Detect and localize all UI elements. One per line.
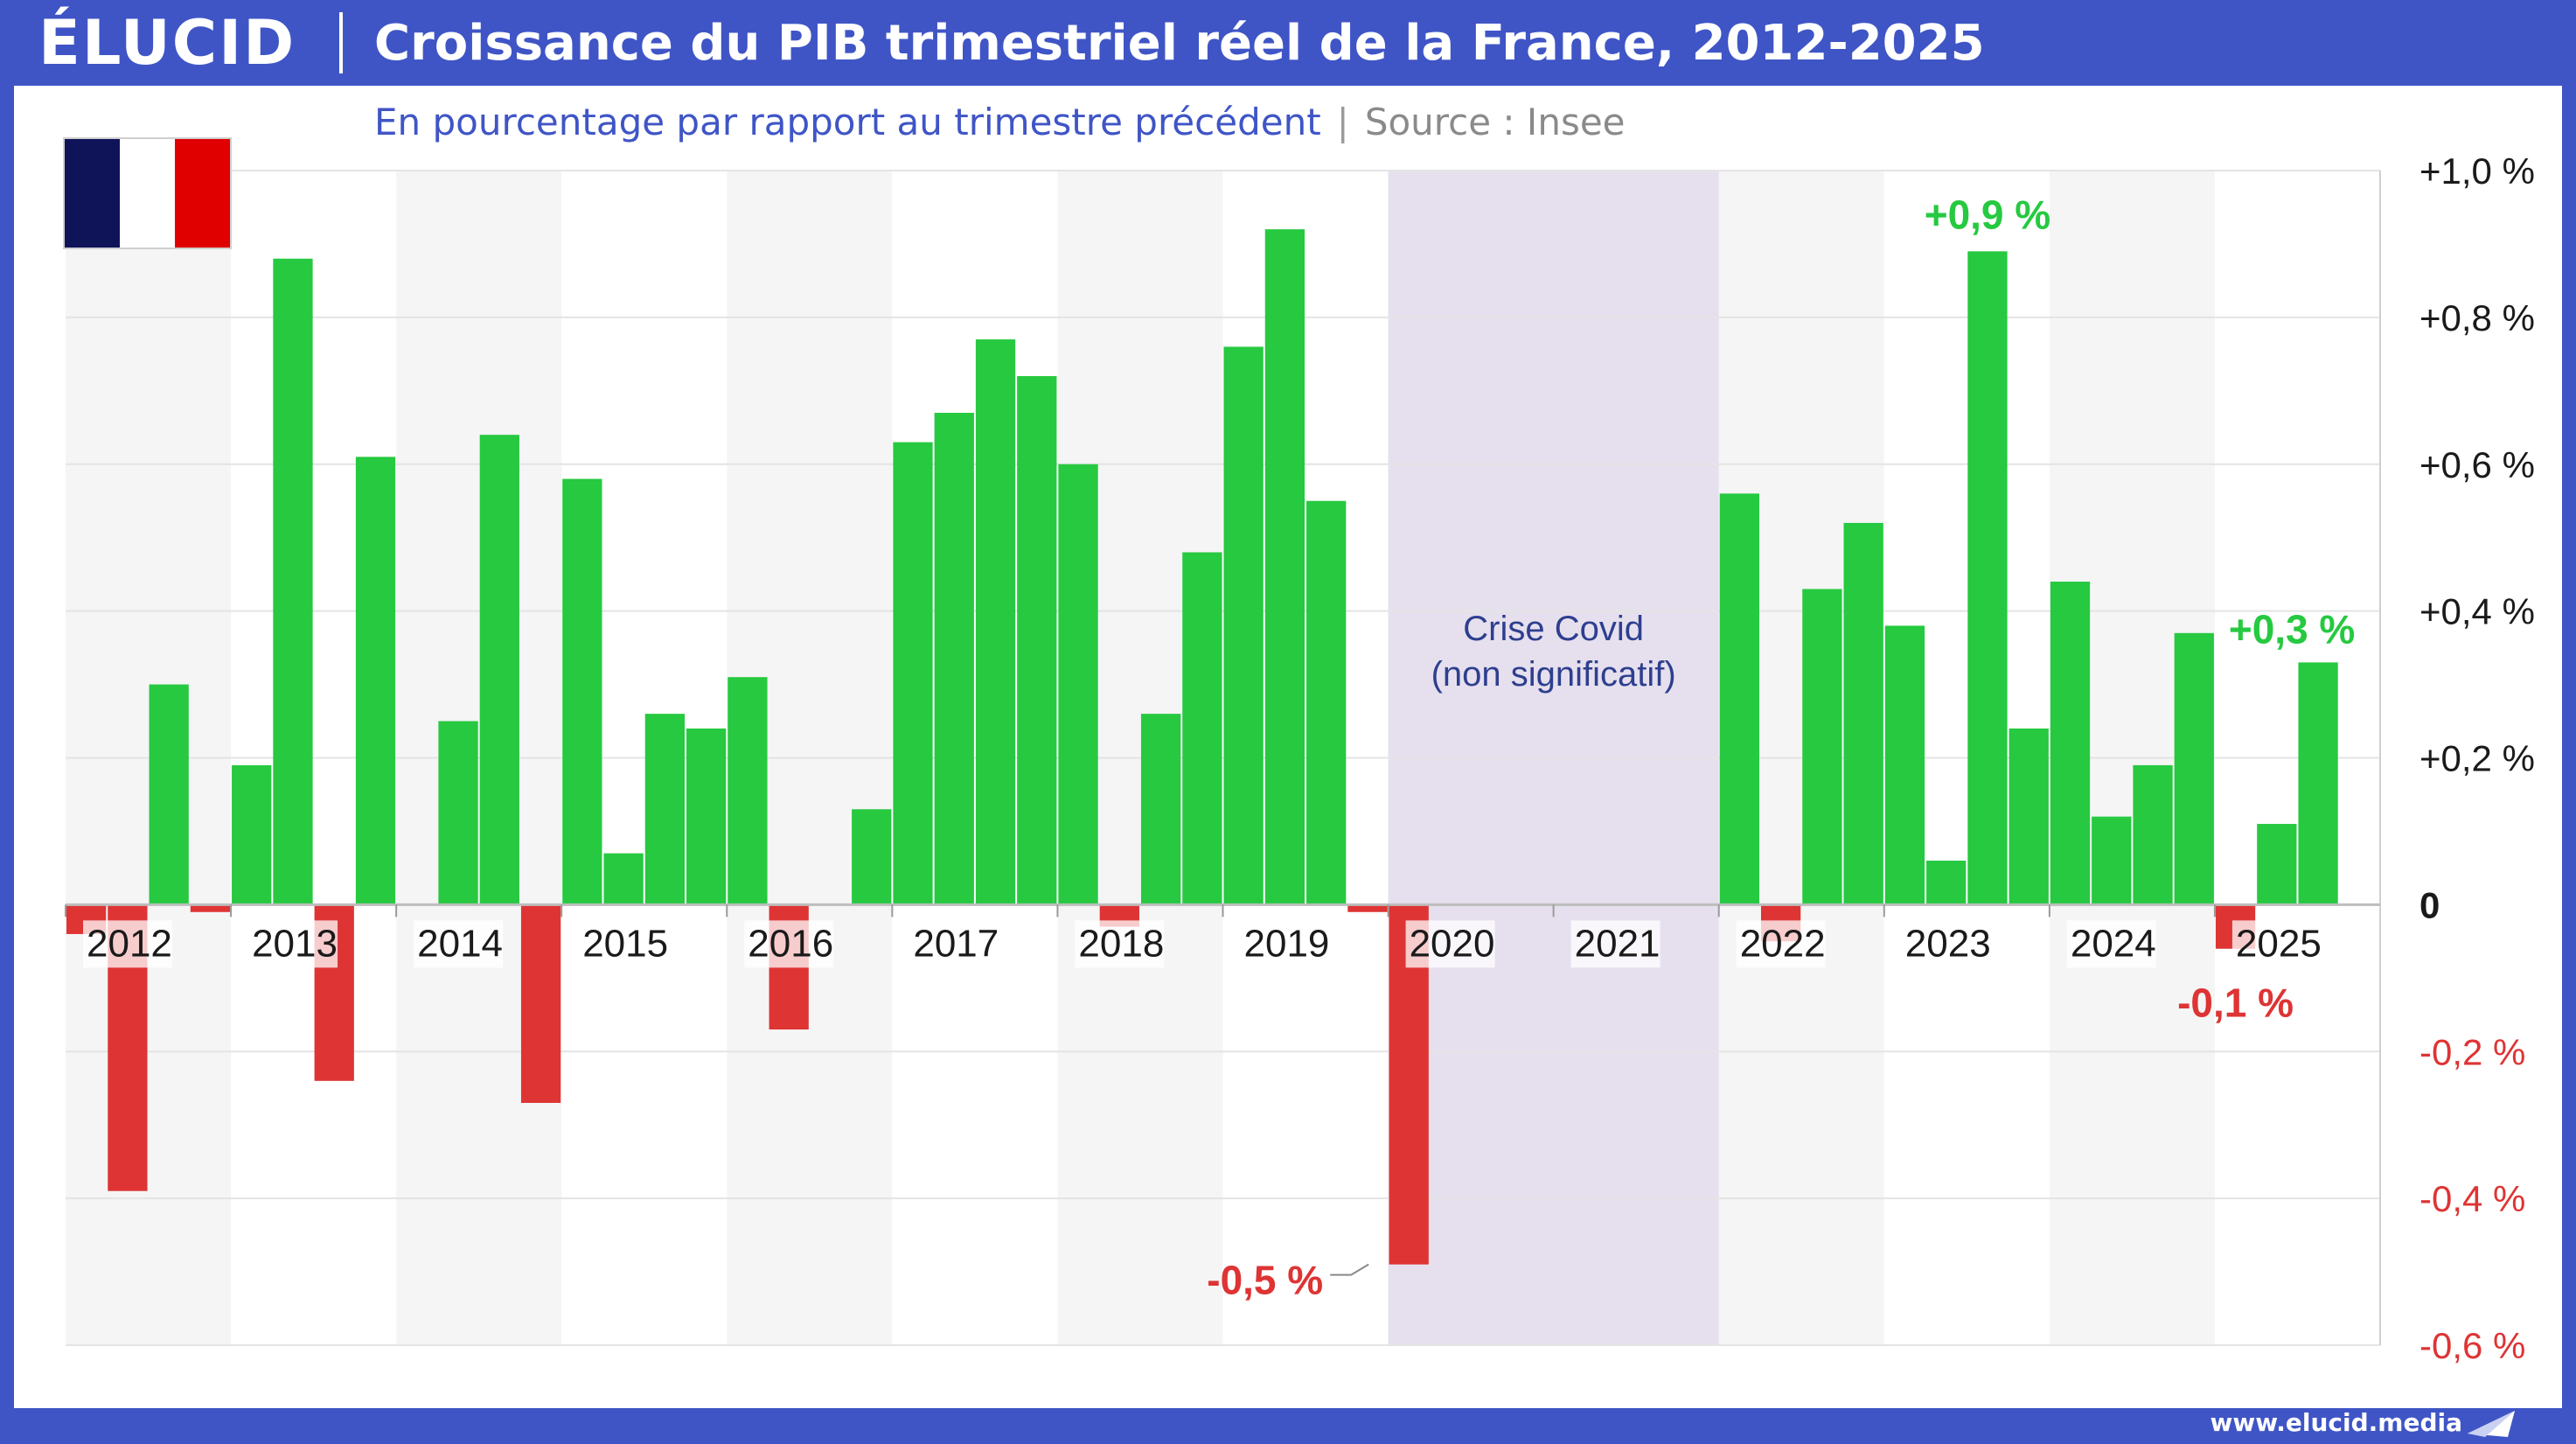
flag-red-stripe bbox=[175, 139, 230, 248]
x-tick-label: 2012 bbox=[87, 922, 172, 965]
bar-positive bbox=[1017, 376, 1057, 905]
x-tick-label-bg bbox=[1405, 920, 1495, 968]
bar-positive bbox=[975, 339, 1016, 905]
subtitle-text: En pourcentage par rapport au trimestre … bbox=[374, 101, 1321, 143]
bar-positive bbox=[1884, 625, 1925, 905]
x-tick-label-bg bbox=[1901, 920, 1991, 968]
x-tick-label: 2018 bbox=[1078, 922, 1164, 965]
logo-divider bbox=[339, 12, 343, 73]
bar-positive bbox=[2257, 824, 2297, 905]
bar-positive bbox=[438, 721, 478, 905]
bar-negative bbox=[190, 904, 231, 912]
bar-positive bbox=[562, 478, 602, 905]
value-annotation: +0,9 % bbox=[1925, 192, 2051, 237]
x-tick-label: 2019 bbox=[1244, 922, 1330, 965]
bar-positive bbox=[2009, 728, 2049, 905]
x-tick-label-bg bbox=[2066, 920, 2156, 968]
bar-positive bbox=[273, 258, 313, 905]
bar-positive bbox=[852, 809, 892, 905]
bar-positive bbox=[1306, 500, 1347, 905]
x-tick-label: 2020 bbox=[1410, 922, 1495, 965]
x-tick-label-bg bbox=[579, 920, 669, 968]
value-annotation: -0,1 % bbox=[2177, 980, 2294, 1026]
x-tick-label-bg bbox=[744, 920, 834, 968]
covid-label: Crise Covid bbox=[1463, 610, 1644, 648]
x-tick-label: 2021 bbox=[1575, 922, 1660, 965]
bar-negative bbox=[520, 904, 561, 1104]
bar-positive bbox=[893, 442, 933, 905]
bar-positive bbox=[603, 853, 644, 905]
x-tick-label-bg bbox=[1570, 920, 1660, 968]
y-tick-label: +1,0 % bbox=[2419, 150, 2535, 192]
bar-negative bbox=[1347, 904, 1388, 912]
x-tick-label: 2023 bbox=[1905, 922, 1991, 965]
y-tick-label: +0,4 % bbox=[2419, 591, 2535, 632]
y-tick-label: +0,8 % bbox=[2419, 297, 2535, 338]
bar-positive bbox=[2298, 662, 2338, 905]
x-tick-label-bg bbox=[1075, 920, 1165, 968]
x-tick-label: 2014 bbox=[417, 922, 503, 965]
y-tick-label: +0,6 % bbox=[2419, 444, 2535, 485]
covid-label: (non significatif) bbox=[1431, 655, 1676, 694]
bar-positive bbox=[686, 728, 727, 905]
bar-positive bbox=[1058, 464, 1098, 905]
value-annotation: -0,5 % bbox=[1207, 1258, 1323, 1303]
bar-positive bbox=[1264, 229, 1305, 905]
y-tick-label: 0 bbox=[2419, 884, 2440, 925]
y-tick-label: -0,4 % bbox=[2419, 1178, 2525, 1219]
bar-positive bbox=[2092, 816, 2132, 905]
bar-positive bbox=[2174, 632, 2214, 905]
x-tick-label: 2022 bbox=[1740, 922, 1826, 965]
x-tick-label-bg bbox=[1736, 920, 1826, 968]
chart-subtitle: En pourcentage par rapport au trimestre … bbox=[374, 98, 1626, 147]
flag-blue-stripe bbox=[65, 139, 120, 248]
bar-positive bbox=[1802, 589, 1842, 905]
france-flag-icon bbox=[63, 137, 232, 249]
source-text: Source : Insee bbox=[1364, 101, 1626, 143]
x-tick-label: 2015 bbox=[582, 922, 668, 965]
subtitle-separator: | bbox=[1336, 101, 1349, 143]
x-tick-label-bg bbox=[83, 920, 172, 968]
bar-positive bbox=[1843, 522, 1883, 905]
x-tick-label: 2017 bbox=[913, 922, 999, 965]
flag-white-stripe bbox=[120, 139, 175, 248]
x-tick-label: 2013 bbox=[252, 922, 338, 965]
bar-positive bbox=[1719, 493, 1759, 905]
chart-title: Croissance du PIB trimestriel réel de la… bbox=[374, 15, 1985, 72]
bar-positive bbox=[1140, 714, 1181, 905]
paper-plane-icon bbox=[2468, 1411, 2515, 1437]
bar-positive bbox=[728, 677, 768, 905]
value-annotation: +0,3 % bbox=[2229, 606, 2356, 652]
header-bar: ÉLUCID Croissance du PIB trimestriel rée… bbox=[0, 0, 2576, 86]
y-tick-label: +0,2 % bbox=[2419, 738, 2535, 779]
footer-url-link[interactable]: www.elucid.media bbox=[2210, 1408, 2462, 1437]
bar-positive bbox=[1967, 251, 2008, 905]
x-tick-label-bg bbox=[248, 920, 338, 968]
annotation-leader-line bbox=[1330, 1263, 1369, 1276]
y-tick-label: -0,2 % bbox=[2419, 1031, 2525, 1072]
bar-positive bbox=[1182, 552, 1222, 905]
x-tick-label-bg bbox=[909, 920, 999, 968]
bar-positive bbox=[232, 764, 272, 905]
bar-positive bbox=[355, 457, 396, 905]
bar-positive bbox=[934, 412, 974, 905]
bar-positive bbox=[1926, 861, 1967, 905]
bar-positive bbox=[1223, 346, 1264, 905]
bar-positive bbox=[644, 714, 686, 905]
brand-logo[interactable]: ÉLUCID bbox=[38, 7, 296, 79]
y-tick-label: -0,6 % bbox=[2419, 1325, 2525, 1366]
x-tick-label-bg bbox=[2231, 920, 2322, 968]
bar-positive bbox=[149, 684, 189, 905]
x-tick-label: 2024 bbox=[2071, 922, 2156, 965]
bar-positive bbox=[2133, 764, 2173, 905]
bar-positive bbox=[479, 435, 519, 905]
bar-positive bbox=[2050, 582, 2091, 905]
x-tick-label-bg bbox=[414, 920, 504, 968]
x-tick-label-bg bbox=[1240, 920, 1330, 968]
x-tick-label: 2016 bbox=[748, 922, 833, 965]
x-tick-label: 2025 bbox=[2236, 922, 2322, 965]
